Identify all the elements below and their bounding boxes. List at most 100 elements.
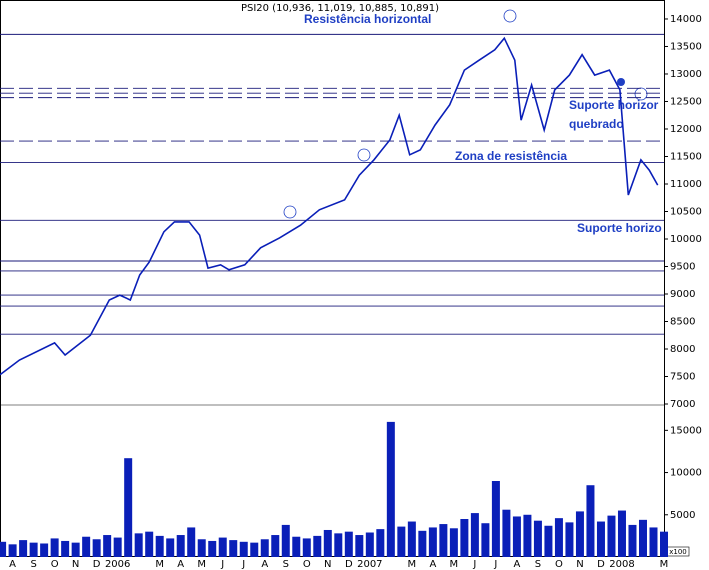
y-tick-label: 8000 — [670, 344, 695, 355]
x-tick-label: A — [513, 559, 520, 570]
y-tick-label: 10000 — [670, 234, 702, 245]
annotation: quebrado — [569, 117, 624, 131]
volume-bar — [229, 540, 238, 557]
x-tick-label: O — [51, 559, 59, 570]
volume-bar — [491, 481, 500, 557]
volume-bar — [271, 535, 280, 557]
volume-bar — [323, 529, 332, 557]
volume-bar — [460, 519, 469, 557]
volume-bar — [344, 531, 353, 557]
volume-bar — [565, 522, 574, 557]
annotation: Suporte horizor — [569, 98, 659, 112]
x-tick-label: J — [472, 559, 476, 570]
volume-bar — [638, 519, 647, 557]
volume-bar — [470, 513, 479, 557]
y-tick-label: 14000 — [670, 14, 702, 25]
y-tick-label: 10500 — [670, 206, 702, 217]
y-tick-label: 11000 — [670, 179, 702, 190]
volume-bar — [176, 535, 185, 557]
y-tick-label: 12000 — [670, 124, 702, 135]
y-tick-label: 13500 — [670, 41, 702, 52]
x-tick-label: 2006 — [105, 559, 130, 570]
volume-bar — [660, 531, 668, 557]
y-tick-label: 8500 — [670, 316, 695, 327]
x-tick-label: M — [408, 559, 417, 570]
volume-bar — [197, 539, 206, 557]
volume-bar — [386, 421, 395, 557]
volume-bar — [449, 528, 458, 557]
x-tick-label: D — [93, 559, 101, 570]
volume-bar — [82, 536, 91, 557]
volume-bar — [113, 537, 122, 557]
volume-bar — [523, 514, 532, 557]
volume-bar — [628, 524, 637, 557]
volume-bar — [376, 529, 385, 557]
x-tick-label: A — [9, 559, 16, 570]
y-tick-label: 7000 — [670, 399, 695, 410]
volume-bar — [103, 535, 112, 557]
x-tick-label: 2007 — [357, 559, 382, 570]
volume-bar — [281, 524, 290, 557]
volume-bar — [50, 538, 59, 557]
volume-bar — [554, 518, 563, 557]
volume-bar — [187, 527, 196, 557]
volume-bar — [407, 521, 416, 557]
x-tick-label: N — [576, 559, 583, 570]
y-tick-label: 12500 — [670, 96, 702, 107]
x-tick-label: D — [345, 559, 353, 570]
y-tick-label: 7500 — [670, 371, 695, 382]
annotation: Zona de resistência — [455, 149, 567, 163]
volume-tick-label: 5000 — [670, 510, 695, 521]
volume-bar — [397, 526, 406, 557]
x-tick-label: O — [303, 559, 311, 570]
volume-bar — [586, 485, 595, 557]
x-tick-label: A — [429, 559, 436, 570]
volume-bar — [145, 531, 154, 557]
volume-bar — [260, 539, 269, 557]
annotation: Suporte horizo — [577, 221, 662, 235]
x-tick-label: M — [660, 559, 669, 570]
volume-bar — [439, 524, 448, 557]
volume-unit: x100 — [669, 548, 687, 556]
volume-bar — [19, 540, 28, 557]
x-tick-label: N — [72, 559, 79, 570]
x-tick-label: A — [261, 559, 268, 570]
volume-bar — [607, 515, 616, 557]
volume-bar — [575, 511, 584, 557]
y-tick-label: 9000 — [670, 289, 695, 300]
x-tick-label: 2008 — [609, 559, 634, 570]
price-line — [0, 36, 659, 376]
y-tick-label: 11500 — [670, 151, 702, 162]
x-tick-label: N — [324, 559, 331, 570]
x-tick-label: J — [493, 559, 497, 570]
y-tick-label: 13000 — [670, 69, 702, 80]
volume-tick-label: 15000 — [670, 425, 702, 436]
volume-bar — [40, 543, 49, 557]
volume-bar — [29, 542, 38, 557]
x-tick-label: J — [220, 559, 224, 570]
x-tick-label: O — [555, 559, 563, 570]
volume-bar — [218, 537, 227, 557]
annotation: Resistência horizontal — [304, 12, 431, 26]
volume-bar — [334, 533, 343, 557]
volume-bar — [418, 530, 427, 557]
x-tick-label: S — [283, 559, 289, 570]
volume-bar — [61, 540, 70, 557]
x-tick-label: S — [30, 559, 36, 570]
x-tick-label: J — [241, 559, 245, 570]
volume-bar — [355, 535, 364, 557]
volume-bar — [208, 540, 217, 557]
y-tick-label: 9500 — [670, 261, 695, 272]
marker-dot — [617, 78, 625, 86]
volume-bar — [124, 458, 133, 557]
x-tick-label: D — [597, 559, 605, 570]
x-tick-label: M — [155, 559, 164, 570]
volume-bar — [302, 538, 311, 557]
chart-title: PSI20 (10,936, 11,019, 10,885, 10,891) — [241, 3, 439, 14]
volume-bar — [239, 541, 248, 557]
plot-frame — [0, 0, 665, 557]
x-tick-label: A — [177, 559, 184, 570]
volume-bar — [0, 541, 7, 557]
volume-bar — [166, 538, 175, 557]
